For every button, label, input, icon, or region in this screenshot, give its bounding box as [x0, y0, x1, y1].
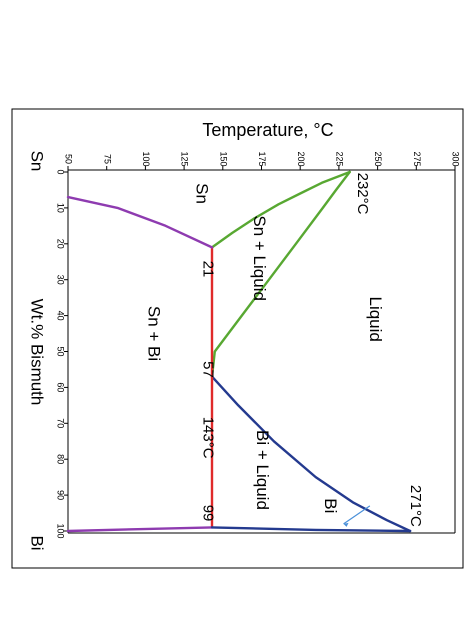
composition-tick-label: 10: [56, 203, 66, 213]
value-annotation: 57: [199, 361, 216, 378]
phase-boundary-1: [210, 170, 351, 378]
composition-tick-label: 60: [56, 382, 66, 392]
composition-tick-label: 20: [56, 239, 66, 249]
temperature-tick-label: 150: [218, 151, 228, 166]
title-layer: Temperature, °C Wt.% Bismuth Sn Bi: [28, 120, 334, 551]
value-annotation: 99: [199, 505, 216, 522]
temperature-tick-label: 75: [102, 154, 112, 164]
temperature-tick-label: 275: [412, 151, 422, 166]
composition-tick-label: 0: [56, 169, 66, 174]
bi-pointer-arrowhead: [343, 522, 349, 527]
composition-tick-label: 40: [56, 311, 66, 321]
phase-boundary-0: [210, 170, 351, 249]
phase-boundary-4: [66, 195, 214, 249]
temperature-axis-title: Temperature, °C: [202, 120, 333, 140]
composition-tick-label: 80: [56, 454, 66, 464]
phase-region-label: Sn + Bi: [145, 306, 164, 361]
temperature-tick-label: 50: [64, 154, 74, 164]
figure-frame: [11, 108, 464, 569]
temperature-tick-label: 125: [180, 151, 190, 166]
component-label-right: Bi: [28, 535, 47, 550]
phase-region-label: Bi: [321, 498, 340, 513]
temperature-tick-label: 225: [335, 151, 345, 166]
phase-region-label: Liquid: [366, 297, 385, 342]
value-annotation: 271°C: [407, 485, 424, 527]
value-annotation: 143°C: [199, 417, 216, 459]
composition-axis-title: Wt.% Bismuth: [28, 299, 47, 406]
temperature-tick-label: 250: [373, 151, 383, 166]
phase-boundary-5: [66, 526, 214, 533]
series-layer: [66, 170, 412, 533]
composition-tick-label: 90: [56, 490, 66, 500]
composition-tick-label: 70: [56, 418, 66, 428]
phase-region-label: Sn + Liquid: [250, 215, 269, 301]
composition-tick-label: 50: [56, 346, 66, 356]
bi-pointer-arrow: [343, 505, 371, 525]
temperature-tick-label: 100: [141, 151, 151, 166]
phase-boundary-2: [210, 375, 412, 533]
annotation-layer: 232°C 271°C 21 57 143°C 99: [199, 173, 423, 527]
region-layer: Sn Sn + Liquid Liquid Sn + Bi Bi + Liquid Bi: [145, 183, 385, 513]
axes-layer: 50 75 100 125 150 175 200 225 250 275 300 0 10 20 30 40…: [56, 151, 461, 538]
composition-tick-label: 100: [56, 523, 66, 538]
component-label-left: Sn: [28, 151, 47, 172]
value-annotation: 232°C: [354, 173, 371, 215]
temperature-tick-label: 200: [296, 151, 306, 166]
value-annotation: 21: [199, 261, 216, 278]
temperature-tick-label: 300: [451, 151, 461, 166]
temperature-tick-label: 175: [257, 151, 267, 166]
phase-region-label: Sn: [193, 183, 212, 204]
phase-region-label: Bi + Liquid: [253, 430, 272, 510]
phase-boundary-6: [210, 526, 412, 533]
composition-tick-label: 30: [56, 275, 66, 285]
